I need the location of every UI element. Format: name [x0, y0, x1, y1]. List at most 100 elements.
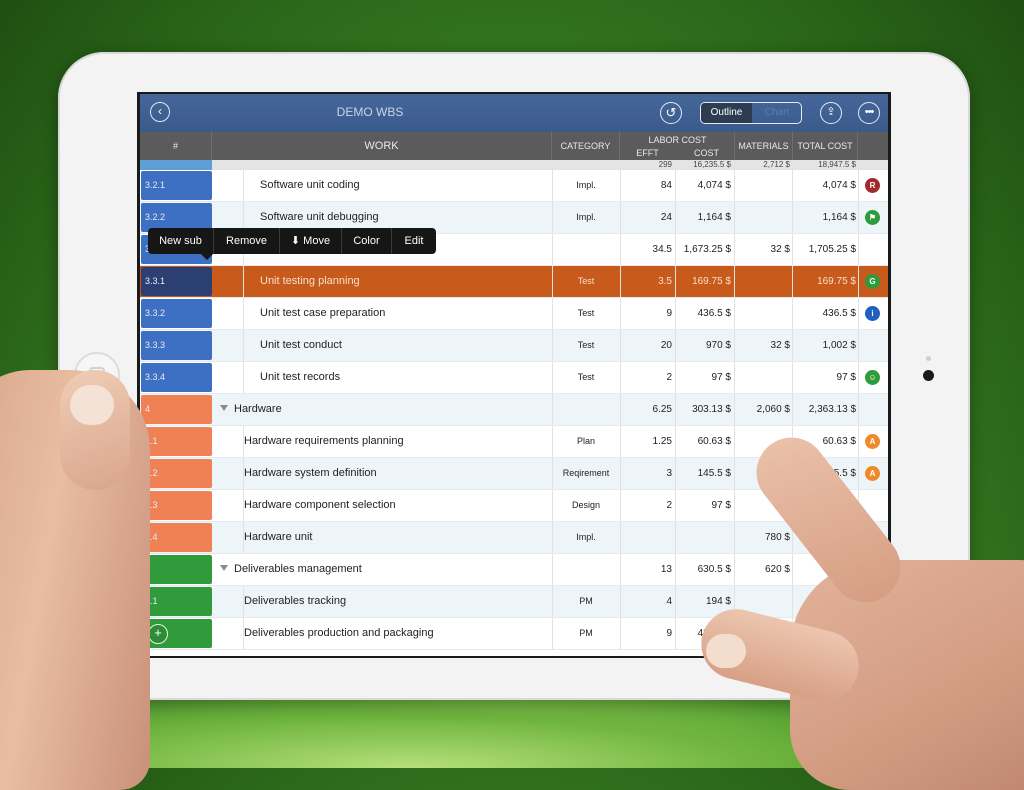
indent-guide	[212, 330, 244, 361]
column-divider	[552, 394, 553, 425]
table-row[interactable]: 3.3.4 Unit test records Test 2 97 $ 97 $ ☺	[140, 362, 888, 394]
work-label: Deliverables tracking	[244, 595, 347, 607]
column-divider	[734, 426, 735, 457]
column-divider	[734, 490, 735, 521]
total-cost-cell: 4,074 $	[822, 180, 856, 191]
cost-cell	[675, 522, 731, 553]
indent-guide	[212, 266, 244, 297]
menu-color[interactable]: Color	[342, 228, 392, 254]
category-cell: Test	[577, 276, 595, 286]
table-row[interactable]: 5.1 Deliverables tracking PM 4 194 $	[140, 586, 888, 618]
plus-icon[interactable]: +	[148, 624, 168, 644]
column-divider	[734, 170, 735, 201]
column-divider	[792, 394, 793, 425]
column-divider	[552, 586, 553, 617]
work-label: Unit test case preparation	[260, 307, 386, 319]
column-divider	[675, 330, 676, 361]
collapse-triangle-icon[interactable]	[220, 405, 228, 411]
work-cell: Hardware unit	[244, 522, 312, 553]
column-divider	[792, 266, 793, 297]
column-divider	[792, 362, 793, 393]
indent-guide	[212, 298, 244, 329]
column-divider	[858, 298, 859, 329]
indent-guide	[212, 586, 244, 617]
status-badge[interactable]: A	[865, 466, 880, 481]
status-badge[interactable]: i	[865, 306, 880, 321]
column-divider	[675, 394, 676, 425]
total-cost-cell: 97 $	[836, 372, 856, 383]
menu-remove[interactable]: Remove	[214, 228, 280, 254]
table-row[interactable]: 4 Hardware 6.25 303.13 $ 2,060 $ 2,363.13 $	[140, 394, 888, 426]
column-divider	[858, 266, 859, 297]
status-badge[interactable]: ⚑	[865, 210, 880, 225]
menu-edit[interactable]: Edit	[404, 235, 424, 247]
tab-outline[interactable]: Outline	[701, 103, 752, 123]
column-divider	[734, 522, 735, 553]
table-row[interactable]: 5 Deliverables management 13 630.5 $ 620 $	[140, 554, 888, 586]
table-row[interactable]: 3.3.3 Unit test conduct Test 20 970 $ 32 $ 1,0…	[140, 330, 888, 362]
column-divider	[675, 202, 676, 233]
category-cell: Impl.	[576, 180, 596, 190]
work-label: Hardware unit	[244, 531, 313, 543]
column-header-num: #	[140, 132, 212, 160]
column-divider	[552, 298, 553, 329]
column-divider	[792, 170, 793, 201]
table-row[interactable]: 4.1 Hardware requirements planning Plan 1.2…	[140, 426, 888, 458]
wbs-number: 3.2.1	[141, 171, 212, 200]
column-divider	[620, 394, 621, 425]
menu-new-sub[interactable]: New sub	[148, 228, 214, 254]
column-divider	[552, 522, 553, 553]
column-divider	[552, 234, 553, 265]
menu-move[interactable]: ⬇ Move	[280, 228, 342, 254]
undo-icon[interactable]: ↺	[660, 102, 682, 124]
column-divider	[552, 458, 553, 489]
status-badge[interactable]: R	[865, 178, 880, 193]
status-badge[interactable]: G	[865, 274, 880, 289]
effort-cell: 84	[660, 180, 672, 191]
more-icon[interactable]: •••	[858, 102, 880, 124]
share-icon[interactable]: ⇪	[820, 102, 842, 124]
column-divider	[858, 426, 859, 457]
materials-cell: 620 $	[764, 564, 790, 575]
tab-chart[interactable]: Chart	[764, 107, 790, 118]
indent-guide	[212, 170, 244, 201]
column-divider	[675, 618, 676, 649]
column-divider	[675, 490, 676, 521]
cost-cell: 436.5 $	[697, 308, 731, 319]
column-divider	[620, 522, 621, 553]
category-cell: Design	[571, 500, 600, 510]
column-divider	[675, 234, 676, 265]
materials-cell	[734, 266, 790, 297]
table-row[interactable]: 3.2.1 Software unit coding Impl. 84 4,074 $ 4…	[140, 170, 888, 202]
chevron-left-icon[interactable]: ‹	[150, 102, 170, 122]
table-row[interactable]: 3.3.2 Unit test case preparation Test 9 436.…	[140, 298, 888, 330]
effort-cell: 6.25	[652, 404, 672, 415]
materials-cell	[734, 362, 790, 393]
wbs-number: 4.2	[141, 459, 212, 488]
collapse-triangle-icon[interactable]	[220, 565, 228, 571]
status-badge[interactable]: ☺	[865, 370, 880, 385]
effort-cell: 9	[666, 308, 672, 319]
totals-row: 299 16,235.5 $ 2,712 $ 18,947.5 $	[140, 160, 888, 170]
column-header-status	[858, 132, 888, 160]
category-cell: Impl.	[576, 532, 596, 542]
column-divider	[620, 490, 621, 521]
category-cell	[552, 554, 620, 585]
column-divider	[792, 202, 793, 233]
column-divider	[858, 458, 859, 489]
column-divider	[552, 618, 553, 649]
work-label: Hardware	[234, 403, 282, 415]
left-thumbnail	[70, 385, 114, 425]
column-divider	[858, 394, 859, 425]
column-divider	[734, 298, 735, 329]
work-label: Hardware system definition	[244, 467, 377, 479]
status-badge[interactable]: A	[865, 434, 880, 449]
column-divider	[858, 234, 859, 265]
effort-cell: 2	[666, 372, 672, 383]
column-divider	[620, 362, 621, 393]
table-header: # WORK CATEGORY LABOR COST EFFT COST MAT…	[140, 132, 888, 160]
wbs-number: 5.1	[141, 587, 212, 616]
table-row[interactable]: 3.3.1 Unit testing planning Test 3.5 169.75 …	[140, 266, 888, 298]
table-row[interactable]: 3.2.2 Software unit debugging Impl. 24 1,164…	[140, 202, 888, 234]
